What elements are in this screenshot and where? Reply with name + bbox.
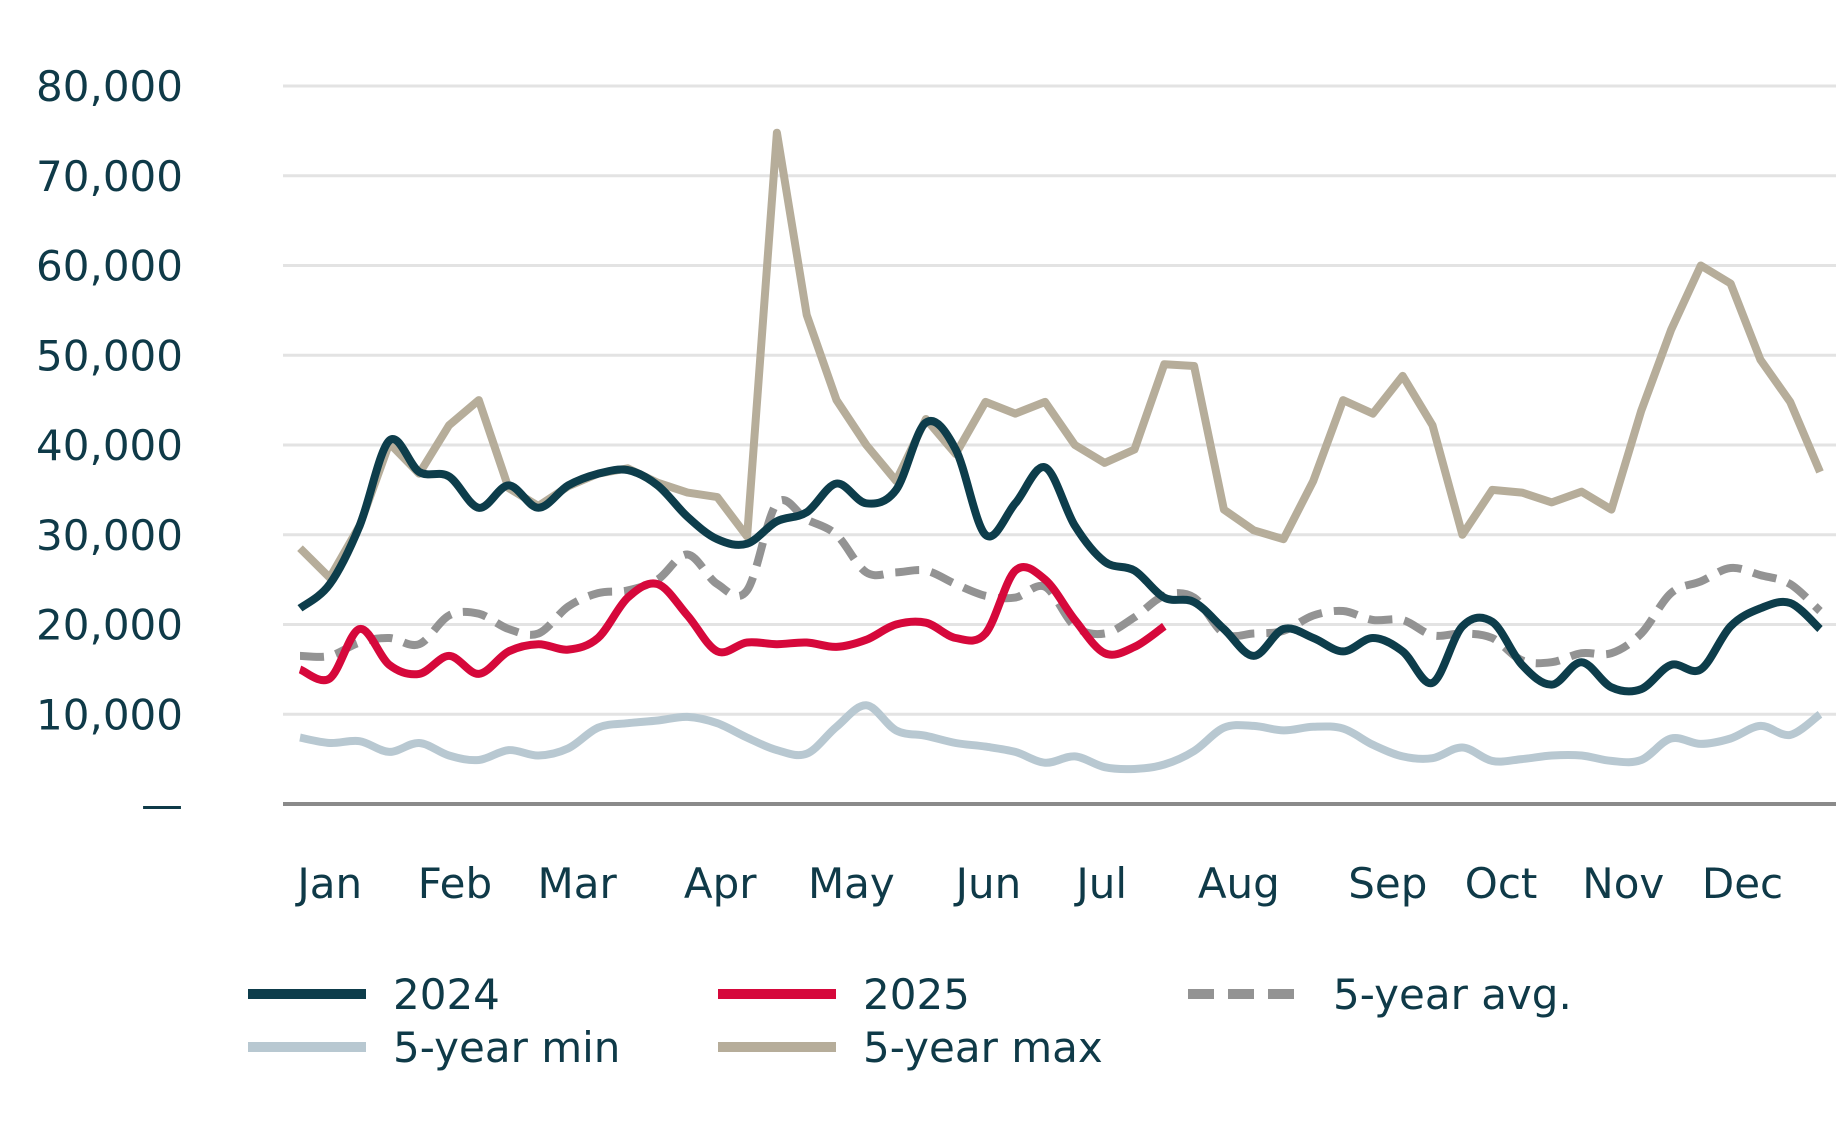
series-line-2024 <box>297 417 1823 696</box>
series-line-5-year-min <box>299 701 1823 774</box>
y-tick-label: — <box>141 780 183 829</box>
series-lines <box>297 128 1824 774</box>
legend-label-2024: 2024 <box>393 970 500 1019</box>
x-tick-label: May <box>808 859 895 908</box>
y-tick-label: 10,000 <box>36 690 183 739</box>
x-tick-label: Jul <box>1073 859 1127 908</box>
x-tick-label: Jun <box>953 859 1022 908</box>
y-tick-label: 60,000 <box>36 242 183 291</box>
x-tick-label: Feb <box>418 859 492 908</box>
y-tick-label: 30,000 <box>36 511 183 560</box>
legend-label-5-year-avg: 5-year avg. <box>1333 970 1572 1019</box>
x-tick-label: Dec <box>1702 859 1783 908</box>
y-tick-label: 70,000 <box>36 152 183 201</box>
x-tick-label: Sep <box>1348 859 1427 908</box>
y-tick-label: 80,000 <box>36 62 183 111</box>
x-tick-label: Aug <box>1198 859 1280 908</box>
x-tick-label: Mar <box>538 859 618 908</box>
x-tick-label: Oct <box>1465 859 1538 908</box>
y-tick-label: 50,000 <box>36 331 183 380</box>
legend-label-5-year-max: 5-year max <box>863 1023 1103 1072</box>
x-tick-label: Jan <box>294 859 362 908</box>
y-tick-label: 20,000 <box>36 601 183 650</box>
y-tick-label: 40,000 <box>36 421 183 470</box>
series-line-5-year-avg <box>299 496 1823 668</box>
x-tick-label: Apr <box>684 859 757 908</box>
x-tick-label: Nov <box>1582 859 1664 908</box>
legend-label-5-year-min: 5-year min <box>393 1023 620 1072</box>
legend-label-2025: 2025 <box>863 970 970 1019</box>
legend: 2024 2025 5-year avg. 5-year min 5-year max <box>248 970 1572 1072</box>
series-line-2025 <box>298 563 1167 685</box>
y-axis-ticks: — 10,000 20,000 30,000 40,000 50,000 60,000 70,… <box>36 62 183 829</box>
x-axis-ticks: Jan Feb Mar Apr May Jun Jul Aug Sep Oct Nov Dec <box>294 859 1783 908</box>
gridlines <box>283 84 1836 716</box>
